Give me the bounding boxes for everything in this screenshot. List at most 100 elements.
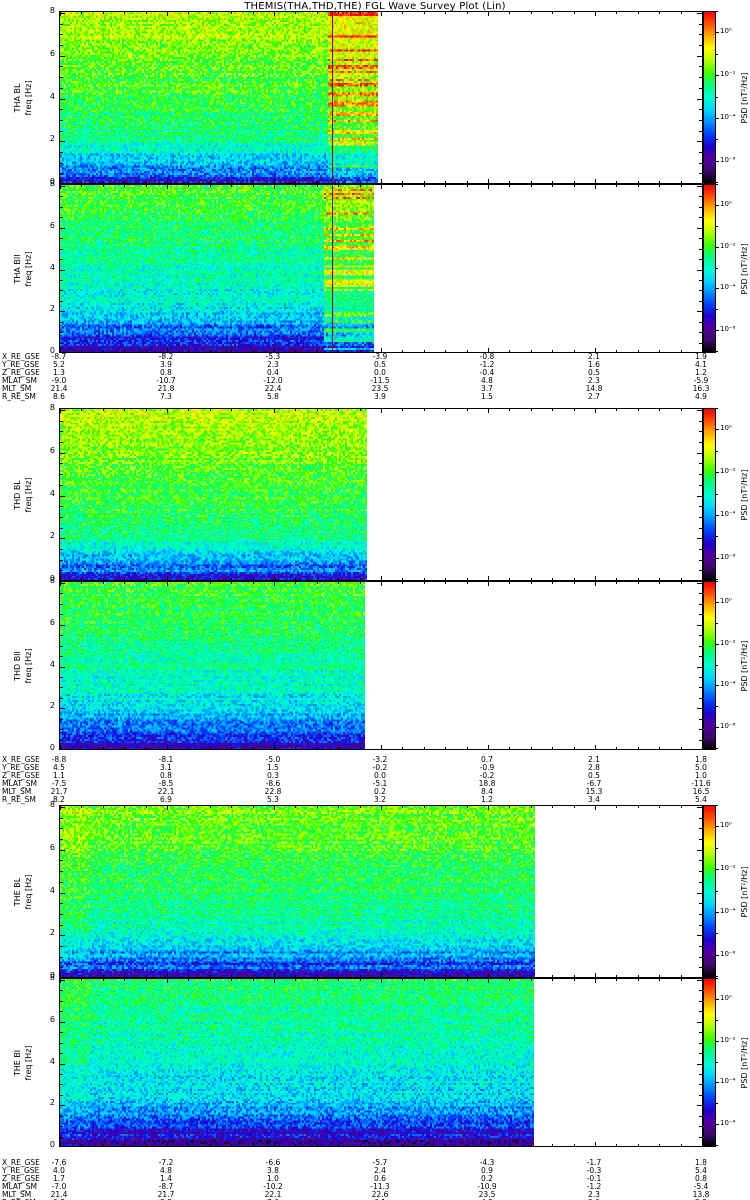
freq-axis-minor-tick — [60, 258, 63, 260]
time-axis-minor-tick — [424, 582, 425, 584]
freq-axis-minor-tick — [699, 569, 702, 571]
time-axis-minor-tick — [146, 979, 147, 981]
time-axis-tick — [60, 348, 61, 352]
colorbar-tick-label: 10⁻⁶ — [720, 949, 736, 958]
annotation-value: -8.6 — [265, 779, 281, 788]
freq-axis-minor-tick — [60, 33, 63, 35]
time-axis-minor-tick — [360, 1144, 361, 1146]
time-axis-tick — [381, 806, 382, 810]
time-axis-tick — [381, 979, 382, 983]
spectrogram-panel-tha-bl — [59, 11, 703, 184]
time-axis-minor-tick — [231, 979, 232, 981]
spectrogram-image — [60, 979, 534, 1146]
freq-axis-tick-label: 0 — [49, 971, 55, 980]
time-axis-minor-tick — [295, 979, 296, 981]
annotation-value: 23.5 — [371, 384, 389, 393]
freq-axis-minor-tick — [60, 697, 63, 699]
freq-axis-title: freq [Hz] — [24, 477, 33, 512]
time-axis-minor-tick — [616, 979, 617, 981]
time-axis-minor-tick — [531, 12, 532, 14]
annotation-value: 0.0 — [374, 368, 386, 377]
colorbar-minor-tick — [716, 602, 718, 603]
time-axis-minor-tick — [253, 185, 254, 187]
time-axis-minor-tick — [424, 1144, 425, 1146]
time-axis-minor-tick — [638, 409, 639, 411]
time-axis-minor-tick — [124, 350, 125, 352]
annotation-row-label: R_RE_SM — [2, 795, 36, 804]
freq-axis-minor-tick — [60, 945, 63, 947]
colorbar-tick-label: 10⁻⁴ — [720, 906, 736, 915]
freq-axis-minor-tick — [699, 634, 702, 636]
time-axis-tick — [381, 745, 382, 749]
annotation-value: 4.8 — [481, 376, 493, 385]
freq-axis-minor-tick — [60, 1073, 63, 1075]
freq-axis-minor-tick — [699, 1000, 702, 1002]
annotation-value: 15.3 — [585, 787, 603, 796]
freq-axis-minor-tick — [60, 237, 63, 239]
freq-axis-minor-tick — [60, 151, 63, 153]
time-axis-minor-tick — [81, 582, 82, 584]
freq-axis-minor-tick — [699, 676, 702, 678]
time-axis-minor-tick — [81, 578, 82, 580]
freq-axis-minor-tick — [60, 548, 63, 550]
freq-axis-minor-tick — [699, 527, 702, 529]
freq-axis-title: freq [Hz] — [24, 874, 33, 909]
time-axis-minor-tick — [509, 975, 510, 977]
time-axis-minor-tick — [509, 12, 510, 14]
time-axis-minor-tick — [253, 350, 254, 352]
colorbar-tick-label: 10⁰ — [720, 27, 732, 36]
annotation-value: 3.8 — [267, 1166, 279, 1175]
time-axis-minor-tick — [210, 350, 211, 352]
annotation-value: 0.8 — [160, 771, 172, 780]
time-axis-tick — [381, 179, 382, 183]
time-axis-minor-tick — [616, 181, 617, 183]
time-axis-minor-tick — [509, 185, 510, 187]
annotation-value: -7.5 — [51, 779, 67, 788]
time-axis-minor-tick — [616, 12, 617, 14]
freq-axis-minor-tick — [699, 1094, 702, 1096]
colorbar-title: PSD [nT²/Hz] — [740, 1037, 749, 1088]
time-axis-minor-tick — [509, 181, 510, 183]
freq-axis-minor-tick — [60, 859, 63, 861]
colorbar-tick-label: 10⁻⁴ — [720, 1077, 736, 1086]
annotation-value: 5.3 — [267, 795, 279, 804]
freq-axis-minor-tick — [60, 655, 63, 657]
time-axis-tick — [274, 409, 275, 413]
colorbar-minor-tick — [716, 97, 718, 98]
freq-axis-tick — [60, 140, 65, 142]
annotation-row-label: MLT_SM — [2, 1190, 32, 1199]
time-axis-minor-tick — [81, 409, 82, 411]
freq-axis-tick — [697, 1021, 702, 1023]
freq-axis-minor-tick — [699, 655, 702, 657]
annotation-value: -3.9 — [372, 352, 388, 361]
colorbar-minor-tick — [716, 54, 718, 55]
freq-axis-tick — [697, 409, 702, 411]
time-axis-minor-tick — [616, 975, 617, 977]
time-axis-minor-tick — [424, 979, 425, 981]
freq-axis-tick — [697, 1104, 702, 1106]
colorbar-tick-label: 10⁰ — [720, 821, 732, 830]
time-axis-minor-tick — [509, 350, 510, 352]
time-axis-tick — [595, 576, 596, 580]
freq-axis-minor-tick — [699, 559, 702, 561]
annotation-value: 4.8 — [160, 1166, 172, 1175]
time-axis-minor-tick — [445, 12, 446, 14]
time-axis-minor-tick — [338, 12, 339, 14]
freq-axis-tick — [697, 934, 702, 936]
time-axis-minor-tick — [188, 979, 189, 981]
freq-axis-tick-label: 0 — [49, 1140, 55, 1149]
time-axis-minor-tick — [638, 350, 639, 352]
time-axis-minor-tick — [253, 582, 254, 584]
annotation-row-label: Z_RE_GSE — [2, 368, 40, 377]
colorbar-minor-tick — [716, 558, 718, 559]
colorbar-title: PSD [nT²/Hz] — [740, 640, 749, 691]
freq-axis-minor-tick — [699, 548, 702, 550]
annotation-value: 2.1 — [588, 755, 600, 764]
time-axis-minor-tick — [188, 350, 189, 352]
time-axis-minor-tick — [81, 181, 82, 183]
time-axis-tick — [595, 1142, 596, 1146]
time-axis-tick — [595, 979, 596, 983]
annotation-value: 21.4 — [50, 384, 68, 393]
freq-axis-tick — [60, 310, 65, 312]
time-axis-minor-tick — [402, 350, 403, 352]
